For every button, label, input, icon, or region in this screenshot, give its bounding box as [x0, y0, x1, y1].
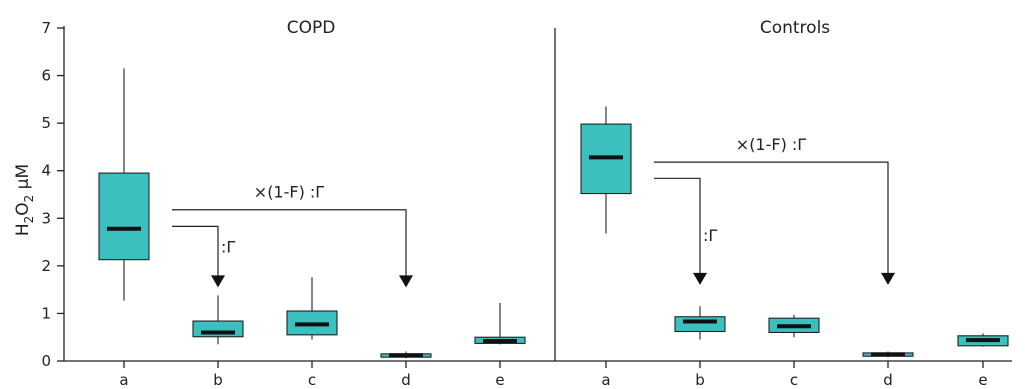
x-tick-label: d — [883, 371, 893, 389]
box-controls-d — [862, 351, 914, 358]
panel-title: COPD — [287, 18, 336, 38]
panel-title: Controls — [760, 18, 830, 38]
x-tick-label: c — [308, 371, 316, 389]
arrowhead — [211, 275, 225, 288]
box-copd-d — [380, 351, 432, 359]
x-tick-label: e — [978, 371, 987, 389]
annotation-arrow-short: :Γ — [654, 177, 717, 285]
y-tick-label: 0 — [41, 352, 51, 370]
annotation-label: :Γ — [703, 226, 717, 245]
box-controls-e — [957, 333, 1009, 347]
arrow-line — [654, 177, 701, 274]
annotation-label: ×(1-F) :Γ — [736, 135, 807, 154]
x-tick-label: e — [495, 371, 504, 389]
y-tick-label: 2 — [41, 257, 51, 275]
axes: 0 1 2 3 4 5 6 7 COPD a b c d e Controls a b c d e — [41, 18, 1012, 389]
y-axis-label: H2O2 µM — [13, 164, 36, 236]
annotation-label: :Γ — [221, 238, 235, 257]
y-tick-label: 5 — [41, 114, 51, 132]
y-tick-label: 3 — [41, 209, 51, 227]
arrow-line — [654, 161, 889, 274]
x-tick-label: b — [213, 371, 223, 389]
y-tick-label: 1 — [41, 304, 51, 322]
annotation-arrow-long: ×(1-F) :Γ — [654, 135, 895, 285]
arrowhead — [881, 272, 895, 285]
box-controls-c — [768, 314, 820, 338]
y-tick-label: 7 — [41, 19, 51, 37]
arrow-line — [172, 209, 407, 277]
x-tick-label: c — [790, 371, 798, 389]
x-tick-label: a — [119, 371, 128, 389]
y-tick-label: 6 — [41, 67, 51, 85]
box-copd-a — [98, 68, 150, 301]
annotation-label: ×(1-F) :Γ — [254, 183, 325, 202]
annotation-arrow-short: :Γ — [172, 225, 235, 288]
box-controls-b — [674, 306, 726, 340]
box-controls-a — [580, 106, 632, 234]
arrow-line — [172, 225, 219, 277]
box-iqr — [98, 172, 150, 261]
box-copd-e — [474, 302, 526, 345]
annotations: ×(1-F) :Γ :Γ ×(1-F) :Γ :Γ — [172, 135, 895, 288]
x-tick-label: d — [401, 371, 411, 389]
boxes — [98, 68, 1009, 359]
y-tick-label: 4 — [41, 162, 51, 180]
arrowhead — [399, 275, 413, 288]
box-copd-b — [192, 295, 244, 345]
box-copd-c — [286, 277, 338, 340]
arrowhead — [693, 272, 707, 285]
box-iqr — [674, 316, 726, 333]
x-tick-label: b — [695, 371, 705, 389]
annotation-arrow-long: ×(1-F) :Γ — [172, 183, 413, 288]
x-tick-label: a — [601, 371, 610, 389]
